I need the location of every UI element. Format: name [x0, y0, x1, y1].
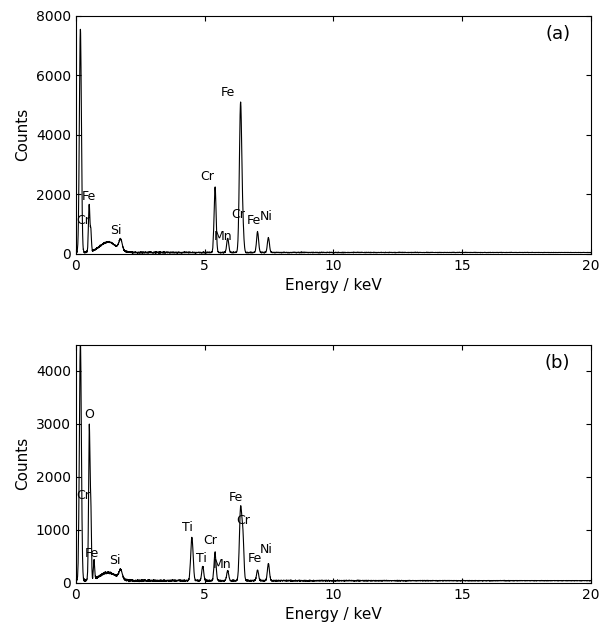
Text: Cr: Cr — [231, 209, 245, 221]
Text: Ti: Ti — [182, 521, 193, 534]
Text: Ni: Ni — [259, 543, 272, 556]
Text: Fe: Fe — [82, 190, 96, 203]
Text: Si: Si — [110, 224, 121, 238]
Text: Ni: Ni — [259, 210, 272, 223]
Text: Si: Si — [108, 554, 120, 567]
Text: Cr: Cr — [236, 513, 250, 527]
Y-axis label: Counts: Counts — [15, 437, 30, 490]
Text: (a): (a) — [545, 25, 570, 43]
Y-axis label: Counts: Counts — [15, 108, 30, 161]
Text: Fe: Fe — [228, 491, 242, 505]
X-axis label: Energy / keV: Energy / keV — [285, 278, 382, 294]
Text: Cr: Cr — [76, 214, 90, 227]
Text: Fe: Fe — [221, 86, 235, 99]
Text: Mn: Mn — [213, 558, 231, 571]
Text: Cr: Cr — [203, 534, 217, 547]
X-axis label: Energy / keV: Energy / keV — [285, 607, 382, 622]
Text: (b): (b) — [545, 354, 570, 372]
Text: Cr: Cr — [201, 169, 215, 183]
Text: Fe: Fe — [248, 553, 262, 565]
Text: Mn: Mn — [214, 230, 232, 243]
Text: Fe: Fe — [246, 214, 261, 227]
Text: O: O — [84, 408, 94, 421]
Text: Fe: Fe — [85, 547, 99, 560]
Text: Ti: Ti — [196, 553, 207, 565]
Text: Cr: Cr — [76, 489, 90, 501]
